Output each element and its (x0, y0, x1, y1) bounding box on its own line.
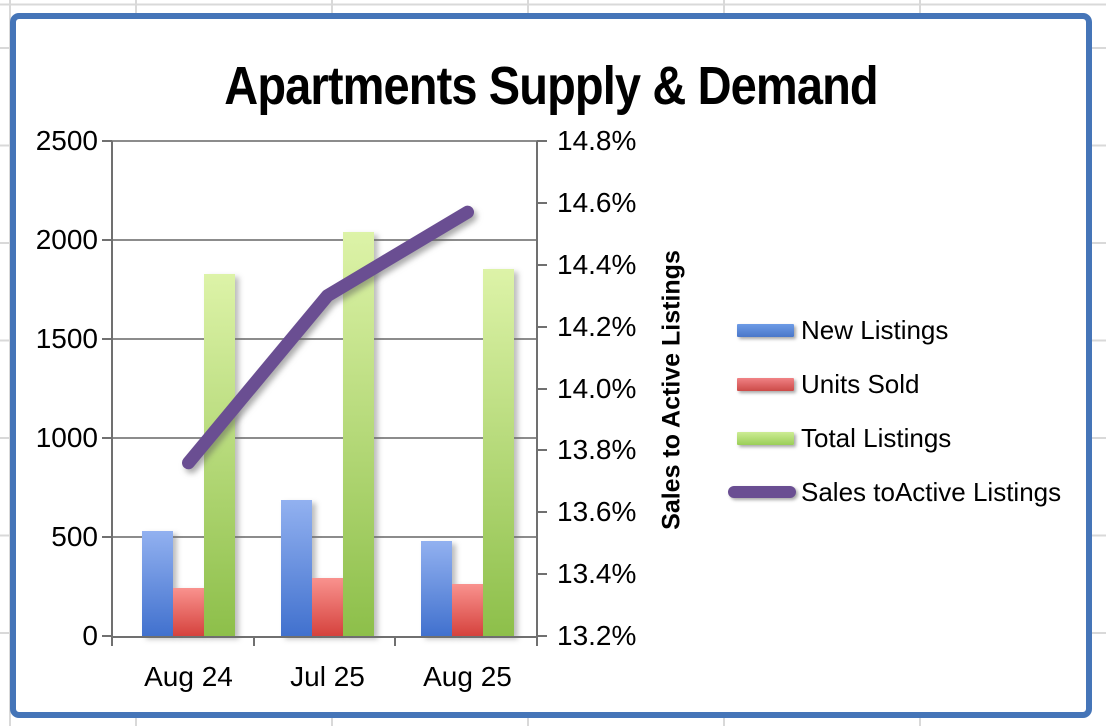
legend-item-total-listings[interactable]: Total Listings (728, 411, 1061, 465)
bar-total-listings-aug-24[interactable] (204, 273, 235, 636)
bar-new-listings-jul-25[interactable] (281, 500, 312, 636)
legend-item-new-listings[interactable]: New Listings (728, 303, 1061, 357)
x-category-label: Aug 25 (423, 661, 512, 692)
left-axis-tick-label: 0 (82, 620, 98, 651)
left-axis-tick (102, 140, 112, 142)
right-axis-tick-label: 14.6% (557, 186, 637, 218)
right-axis-tick-label: 14.8% (557, 125, 637, 156)
plot-gridline (112, 239, 537, 241)
right-axis-tick-label: 13.8% (557, 434, 637, 466)
line-sales-toactive-listings[interactable] (182, 205, 474, 470)
legend-label: New Listings (801, 314, 949, 345)
plot-gridline (112, 536, 537, 538)
right-axis-tick-label: 13.2% (557, 620, 637, 651)
left-axis-tick (102, 635, 112, 637)
right-axis-title: Sales to Active Listings (657, 250, 686, 530)
bar-new-listings-aug-25[interactable] (421, 540, 452, 636)
right-axis-tick (537, 325, 547, 328)
right-axis-tick (537, 263, 547, 266)
left-axis-tick-label: 500 (51, 521, 98, 552)
right-axis-tick (537, 201, 547, 204)
legend-item-sales-to-active-listings[interactable]: Sales toActive Listings (728, 465, 1061, 519)
plot-area (102, 140, 547, 646)
x-category-label: Aug 24 (144, 661, 233, 692)
right-axis-line (536, 141, 538, 638)
right-axis-tick-label: 13.6% (557, 496, 637, 528)
legend-label: Total Listings (801, 422, 952, 453)
x-category-label: Jul 25 (290, 661, 365, 692)
bar-total-listings-aug-25[interactable] (483, 268, 514, 636)
left-axis-line (111, 141, 113, 638)
bar-new-listings-aug-24[interactable] (142, 531, 173, 636)
x-axis-line (111, 636, 538, 638)
legend-item-units-sold[interactable]: Units Sold (728, 357, 1061, 411)
bar-units-sold-aug-24[interactable] (173, 587, 204, 636)
x-axis-tick (394, 636, 397, 646)
x-axis-tick (111, 636, 113, 646)
legend-swatch-new-listings (737, 323, 794, 337)
bar-units-sold-aug-25[interactable] (452, 583, 483, 636)
chart-frame[interactable]: Apartments Supply & Demand 2500 2000 1500 1… (10, 13, 1092, 718)
right-axis-tick-label: 13.4% (557, 558, 637, 590)
legend-swatch-total-listings (737, 431, 794, 445)
right-axis-tick (537, 449, 547, 452)
legend-label: Units Sold (801, 368, 920, 399)
legend-label: Sales toActive Listings (801, 476, 1062, 507)
bar-total-listings-jul-25[interactable] (343, 232, 374, 636)
legend: New Listings Units Sold Total Listings S… (728, 303, 1061, 519)
plot-gridline (112, 338, 537, 340)
right-axis-tick (537, 635, 547, 637)
left-axis-tick-label: 1000 (35, 422, 98, 453)
chart-title: Apartments Supply & Demand (224, 56, 878, 116)
right-axis-tick (537, 573, 547, 576)
plot-gridline (112, 140, 537, 142)
right-axis-tick (537, 511, 547, 514)
left-axis-tick-label: 2500 (35, 125, 98, 156)
bar-units-sold-jul-25[interactable] (312, 577, 343, 636)
left-axis-tick-label: 1500 (35, 323, 98, 354)
right-axis-tick-label: 14.2% (557, 310, 637, 342)
right-axis-tick-label: 14.0% (557, 372, 637, 404)
left-axis-tick-label: 2000 (35, 224, 98, 255)
x-axis-tick (536, 636, 538, 646)
right-axis-tick (537, 140, 547, 142)
left-axis-tick (102, 239, 112, 241)
legend-swatch-sales-to-active-listings (728, 486, 796, 498)
left-axis-tick (102, 338, 112, 340)
x-axis-tick (252, 636, 255, 646)
right-axis-tick-label: 14.4% (557, 248, 637, 280)
chart-area: Apartments Supply & Demand 2500 2000 1500 1… (10, 13, 1092, 718)
plot-gridline (112, 437, 537, 439)
legend-swatch-units-sold (737, 377, 794, 391)
right-axis-tick (537, 387, 547, 390)
left-axis-tick (102, 536, 112, 538)
left-axis-tick (102, 437, 112, 439)
